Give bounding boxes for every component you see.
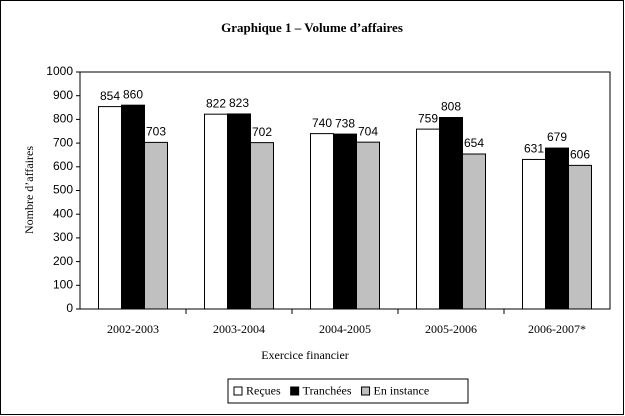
bar [333,133,357,310]
y-tick-label: 1000 [46,64,73,78]
value-label: 740 [312,116,332,130]
bar [545,147,569,310]
value-label: 606 [570,148,590,162]
bar [98,106,122,310]
value-label: 703 [146,125,166,139]
value-label: 738 [335,116,355,130]
bar [439,117,463,310]
value-label: 631 [524,142,544,156]
value-label: 654 [464,136,484,150]
bar [144,141,168,310]
bar [250,142,274,310]
value-label: 808 [441,100,461,114]
y-tick-label: 900 [53,88,73,102]
y-tick-label: 0 [66,301,73,315]
x-axis-title: Exercice financier [261,348,349,362]
legend-swatch [233,386,243,396]
y-tick-label: 700 [53,135,73,149]
legend-swatch [361,386,371,396]
y-tick-label: 300 [53,230,73,244]
x-tick-label: 2005-2006 [425,322,477,336]
legend-label: Reçues [246,383,281,397]
y-tick-label: 200 [53,254,73,268]
bar [462,153,486,310]
value-label: 860 [123,87,143,101]
y-tick-label: 800 [53,112,73,126]
legend-label: Tranchées [303,383,352,397]
x-tick-label: 2002-2003 [107,322,159,336]
bar [204,113,228,310]
bar [121,104,145,310]
bar [310,133,334,310]
bar [568,164,592,310]
value-label: 822 [206,96,226,110]
y-tick-label: 100 [53,277,73,291]
bar [416,128,440,310]
bar [522,158,546,310]
value-label: 854 [100,89,120,103]
legend-label: En instance [374,383,430,397]
chart-title: Graphique 1 – Volume d’affaires [221,20,403,35]
bar [227,113,251,310]
value-label: 759 [418,111,438,125]
y-axis-title: Nombre d’affaires [22,146,36,234]
y-tick-label: 600 [53,159,73,173]
plot-border [79,71,611,310]
y-tick-label: 400 [53,206,73,220]
x-tick-label: 2006-2007* [528,322,586,336]
legend-box [227,378,469,404]
x-tick-label: 2003-2004 [213,322,265,336]
x-tick-label: 2004-2005 [319,322,371,336]
legend-swatch [290,386,300,396]
bar [356,141,380,310]
value-label: 704 [358,124,378,138]
value-label: 702 [252,125,272,139]
value-label: 679 [547,130,567,144]
value-label: 823 [229,96,249,110]
y-tick-label: 500 [53,183,73,197]
